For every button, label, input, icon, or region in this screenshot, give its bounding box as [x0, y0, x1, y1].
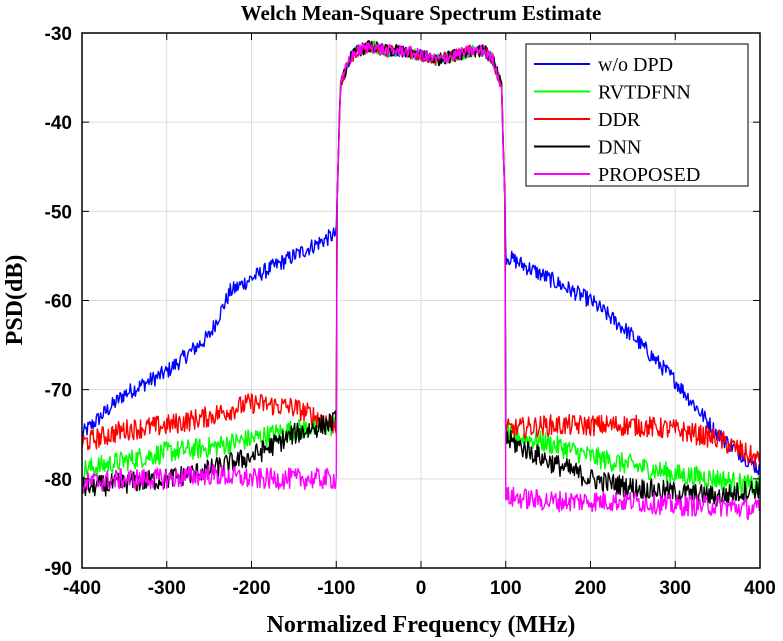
y-tick-label: -60 [45, 292, 72, 313]
legend-label: w/o DPD [598, 54, 673, 76]
legend-label: DNN [598, 137, 641, 159]
chart-title: Welch Mean-Square Spectrum Estimate [241, 1, 602, 25]
x-tick-label: 400 [744, 578, 776, 599]
x-tick-label: -400 [63, 578, 101, 599]
series-line-ddr [81, 40, 761, 469]
x-tick-label: -100 [317, 578, 355, 599]
x-axis-label: Normalized Frequency (MHz) [267, 612, 576, 638]
x-tick-label: 200 [575, 578, 607, 599]
tick-layer: -400 -300 -200 -100 0 100 200 300 400 -90 -80 -70 -6… [45, 24, 776, 599]
series-line-proposed [81, 42, 761, 521]
legend-label: DDR [598, 109, 641, 131]
x-tick-label: 0 [416, 578, 427, 599]
legend: w/o DPD RVTDFNN DDR DNN PROPOSED [525, 43, 749, 187]
x-tick-label: 100 [490, 578, 522, 599]
x-tick-label: 300 [659, 578, 691, 599]
y-tick-label: -70 [45, 381, 72, 402]
series-line-rvtdfnn [81, 40, 761, 496]
series-layer [81, 40, 761, 521]
y-tick-label: -80 [45, 470, 72, 491]
y-tick-label: -50 [45, 202, 72, 223]
y-tick-label: -30 [45, 24, 72, 45]
x-tick-label: -300 [148, 578, 186, 599]
y-tick-label: -40 [45, 113, 72, 134]
x-tick-label: -200 [232, 578, 270, 599]
y-tick-label: -90 [45, 559, 72, 580]
y-axis-label: PSD(dB) [2, 255, 28, 346]
legend-box [525, 43, 749, 187]
legend-label: RVTDFNN [598, 82, 691, 104]
legend-label: PROPOSED [598, 164, 700, 186]
